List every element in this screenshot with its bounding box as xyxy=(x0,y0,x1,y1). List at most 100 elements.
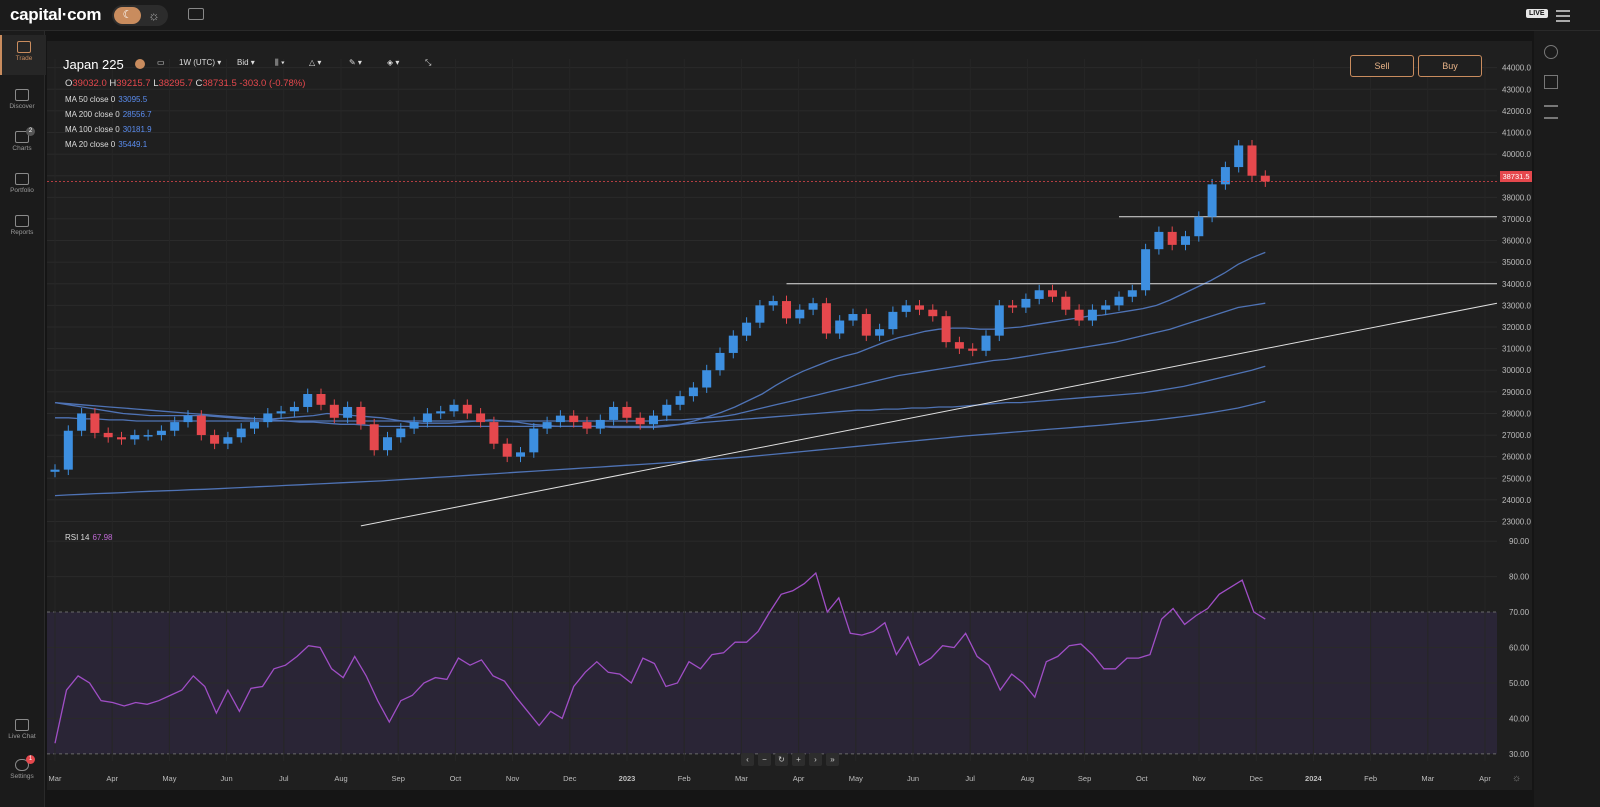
rsi-axis-tick: 40.00 xyxy=(1509,714,1530,723)
scroll-left-icon[interactable]: ‹ xyxy=(741,753,754,766)
candle-body xyxy=(329,404,339,418)
price-type-label: Bid xyxy=(237,58,249,67)
instrument-title[interactable]: Japan 225 xyxy=(63,57,124,72)
candle-body xyxy=(263,413,273,423)
price-chart-svg[interactable]: 44000.043000.042000.041000.040000.039000… xyxy=(47,41,1532,790)
zoom-out-icon[interactable]: − xyxy=(758,753,771,766)
candle-type-icon[interactable]: ⫼ ▾ xyxy=(275,58,285,67)
go-to-end-icon[interactable]: » xyxy=(826,753,839,766)
candle-body xyxy=(915,305,924,310)
candle-body xyxy=(1034,290,1044,299)
ohlc-open: 39032.0 xyxy=(72,78,107,89)
settings-icon xyxy=(15,759,29,771)
candle-body xyxy=(489,422,499,444)
sidebar-item-portfolio[interactable]: Portfolio xyxy=(0,167,44,207)
sidebar-item-label: Reports xyxy=(10,229,34,236)
ma-20-legend[interactable]: MA 20 close 0 35449.1 xyxy=(65,140,147,149)
fullscreen-icon[interactable]: ⤡ xyxy=(425,58,432,67)
sidebar-item-trade[interactable]: Trade xyxy=(0,35,46,75)
candle-body xyxy=(635,417,645,425)
layers-icon[interactable]: ◈ ▾ xyxy=(387,58,400,67)
time-axis-tick: May xyxy=(849,774,863,783)
charts-count-badge: 2 xyxy=(26,127,35,136)
candle-body xyxy=(795,309,805,319)
candle-body xyxy=(1167,231,1177,245)
sidebar-item-settings[interactable]: 1 Settings xyxy=(0,753,44,793)
candle-body xyxy=(609,406,619,420)
discover-icon xyxy=(15,89,29,101)
price-axis-tick: 38000.0 xyxy=(1502,193,1531,202)
candle-body xyxy=(1154,231,1164,250)
draw-pencil-icon[interactable]: ✎ ▾ xyxy=(349,58,362,67)
candle-body xyxy=(462,404,472,414)
reset-icon[interactable]: ↻ xyxy=(775,753,788,766)
candle-body xyxy=(1181,236,1190,245)
candle-body xyxy=(728,335,738,353)
sidebar-item-label: Trade xyxy=(15,55,33,62)
candle-body xyxy=(196,415,206,436)
candle-body xyxy=(981,335,991,351)
buy-button[interactable]: Buy xyxy=(1418,55,1482,77)
hamburger-menu-icon[interactable] xyxy=(1556,10,1570,25)
chart-settings-icon[interactable]: ☼ xyxy=(1512,773,1522,784)
save-icon[interactable] xyxy=(1544,75,1558,89)
candle-body xyxy=(1127,290,1137,297)
info-icon[interactable] xyxy=(1544,45,1558,59)
price-axis-tick: 37000.0 xyxy=(1502,215,1531,224)
candle-body xyxy=(848,314,858,321)
chat-icon xyxy=(15,719,29,731)
chart-area[interactable]: 44000.043000.042000.041000.040000.039000… xyxy=(47,41,1532,790)
sidebar-item-live-chat[interactable]: Live Chat xyxy=(0,713,44,753)
candle-body xyxy=(223,437,233,444)
ohlc-close-label: C xyxy=(195,78,203,89)
candle-body xyxy=(994,305,1004,336)
mail-icon[interactable] xyxy=(188,8,204,20)
sidebar-item-label: Charts xyxy=(12,145,32,152)
ohlc-open-label: O xyxy=(65,78,73,89)
candle-body xyxy=(476,413,486,423)
sidebar-item-discover[interactable]: Discover xyxy=(0,83,44,123)
ma-50-legend[interactable]: MA 50 close 0 33095.5 xyxy=(65,95,147,104)
list-icon[interactable] xyxy=(1544,105,1558,119)
candle-body xyxy=(1008,305,1018,308)
rsi-value: 67.98 xyxy=(92,533,113,542)
price-axis-tick: 33000.0 xyxy=(1502,301,1531,310)
reports-icon xyxy=(15,215,29,227)
charts-icon xyxy=(15,131,29,143)
candle-body xyxy=(582,422,592,429)
ohlc-low: 38295.7 xyxy=(158,78,193,89)
price-type-select[interactable]: Bid ▾ xyxy=(237,58,255,67)
ma-100-legend[interactable]: MA 100 close 0 30181.9 xyxy=(65,125,152,134)
time-axis-tick: Feb xyxy=(678,774,691,783)
candle-body xyxy=(143,435,153,437)
candle-body xyxy=(968,348,978,351)
sun-icon[interactable]: ☼ xyxy=(148,8,160,23)
candle-body xyxy=(90,413,100,433)
theme-toggle[interactable]: ☾ ☼ xyxy=(112,5,168,26)
rsi-legend[interactable]: RSI 14 67.98 xyxy=(65,533,113,542)
sidebar-item-reports[interactable]: Reports xyxy=(0,209,44,249)
candle-body xyxy=(555,415,565,423)
display-icon[interactable]: ▭ xyxy=(157,58,165,67)
sidebar-item-charts[interactable]: 2 Charts xyxy=(0,125,44,165)
candle-body xyxy=(688,387,698,397)
interval-select[interactable]: 1W (UTC) ▾ xyxy=(179,58,222,67)
candle-body xyxy=(529,428,539,453)
candle-body xyxy=(782,301,791,319)
zoom-in-icon[interactable]: + xyxy=(792,753,805,766)
price-axis-tick: 36000.0 xyxy=(1502,237,1531,246)
indicators-icon[interactable]: △ ▾ xyxy=(309,58,322,67)
candle-body xyxy=(675,396,685,405)
sell-button[interactable]: Sell xyxy=(1350,55,1414,77)
scroll-right-icon[interactable]: › xyxy=(809,753,822,766)
rsi-axis-tick: 50.00 xyxy=(1509,679,1530,688)
time-axis-tick: 2024 xyxy=(1305,774,1323,783)
ma-200-legend[interactable]: MA 200 close 0 28556.7 xyxy=(65,110,152,119)
candle-body xyxy=(835,320,845,334)
candle-body xyxy=(130,435,140,440)
candle-body xyxy=(622,406,632,418)
capital-com-logo[interactable]: capital·com xyxy=(10,5,102,24)
ma-200-label: MA 200 close 0 xyxy=(65,110,120,119)
time-axis-tick: Feb xyxy=(1364,774,1377,783)
moon-icon[interactable]: ☾ xyxy=(114,7,141,24)
